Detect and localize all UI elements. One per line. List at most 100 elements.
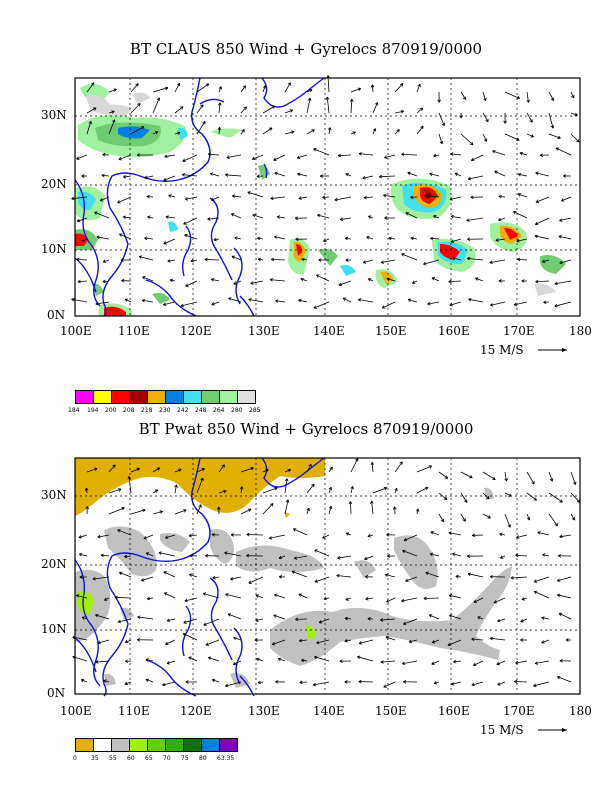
wind-vector-head (118, 571, 123, 576)
wind-vector (240, 85, 246, 93)
wind-vector-head (533, 590, 538, 594)
wind-vector-head (405, 212, 409, 216)
wind-vector-head (469, 475, 473, 479)
wind-vector (257, 681, 264, 684)
wind-vector-head (225, 683, 229, 688)
wind-vector (345, 597, 352, 601)
wind-vector (542, 259, 550, 263)
wind-vector (504, 471, 507, 482)
wind-vector (526, 471, 535, 485)
wind-vector (570, 471, 576, 485)
wind-vector (152, 510, 163, 515)
wind-vector-head (396, 129, 400, 133)
wind-vector (477, 616, 484, 620)
colorbar-label: 0 (73, 755, 77, 762)
wind-vector (196, 83, 210, 93)
wind-vector-head (276, 215, 281, 219)
wind-vector (322, 196, 330, 198)
wind-vector (408, 299, 418, 303)
wind-vector (78, 534, 88, 538)
wind-vector (494, 170, 506, 177)
wind-vector-head (433, 153, 437, 158)
wind-vector (557, 676, 572, 683)
wind-vector-head (329, 466, 333, 471)
wind-vector (218, 490, 227, 494)
wind-vector (482, 513, 491, 519)
lat-label: 0N (47, 308, 66, 322)
wind-vector-head (468, 297, 472, 302)
wind-vector-head (233, 281, 237, 285)
wind-vector (468, 298, 484, 303)
wind-vector-head (349, 98, 354, 102)
wind-vector (500, 555, 506, 559)
wind-vector (147, 216, 154, 219)
wind-vector (124, 681, 132, 685)
wind-vector-head (314, 655, 318, 660)
wind-vector (174, 484, 177, 494)
wind-vector-head (401, 253, 405, 257)
wind-vector-head (576, 499, 581, 503)
wind-vector-head (246, 532, 250, 537)
wind-vector-head (384, 573, 389, 577)
wind-vector (293, 528, 308, 536)
wind-vector (405, 576, 418, 582)
wind-vector-head (514, 679, 518, 684)
wind-vector-head (405, 578, 409, 582)
wind-vector-head (298, 593, 302, 597)
wind-vector-head (312, 682, 317, 687)
colorbar-label: 218 (141, 407, 153, 414)
wind-vector (117, 196, 132, 204)
wind-vector-head (495, 238, 499, 242)
wind-vector (213, 238, 220, 241)
wind-vector-head (76, 156, 80, 160)
wind-vector-head (450, 239, 454, 243)
colorbar-label: 75 (181, 755, 189, 762)
wind-vector (410, 237, 418, 240)
wind-vector (297, 173, 308, 177)
wind-vector (557, 576, 572, 582)
wind-vector-head (100, 553, 104, 558)
wind-vector-head (308, 463, 312, 468)
wind-vector-head (467, 237, 471, 241)
wind-vector (403, 618, 418, 625)
wind-vector-head (314, 579, 318, 583)
wind-vector-head (101, 173, 105, 178)
wind-vector (345, 173, 352, 177)
wind-vector-head (448, 594, 453, 598)
wind-vector-head (496, 661, 500, 666)
wind-vector (314, 656, 330, 662)
wind-vector-head (489, 636, 494, 641)
wind-vector (350, 99, 353, 114)
wind-vector-head (306, 507, 310, 512)
wind-vector-head (118, 488, 122, 492)
wind-vector (405, 212, 418, 219)
wind-vector-head (554, 303, 558, 308)
wind-vector (359, 153, 374, 156)
wind-vector-head (297, 172, 301, 177)
wind-vector (570, 133, 580, 143)
wind-vector-head (364, 556, 368, 561)
wind-vector (438, 471, 448, 479)
wind-vector-head (535, 171, 539, 176)
wind-vector-head (498, 217, 502, 222)
wind-vector-head (559, 218, 563, 222)
wind-vector (240, 129, 245, 135)
wind-vector-head (295, 617, 299, 622)
wind-vector-head (554, 522, 558, 527)
wind-vector-head (316, 640, 320, 645)
wind-vector (240, 467, 254, 473)
wind-vector (123, 216, 132, 219)
wind-vector (471, 681, 484, 686)
wind-vector-head (183, 509, 187, 513)
wind-vector-head (79, 552, 83, 557)
wind-vector-head (431, 661, 435, 665)
wind-vector (100, 196, 110, 202)
wind-vector (496, 660, 506, 665)
wind-vector-head (294, 216, 299, 220)
wind-vector (416, 465, 432, 473)
wind-vector (423, 259, 440, 265)
wind-vector (554, 280, 572, 285)
wind-vector (152, 467, 160, 473)
wind-vector (401, 153, 418, 156)
wind-vector (231, 213, 242, 219)
